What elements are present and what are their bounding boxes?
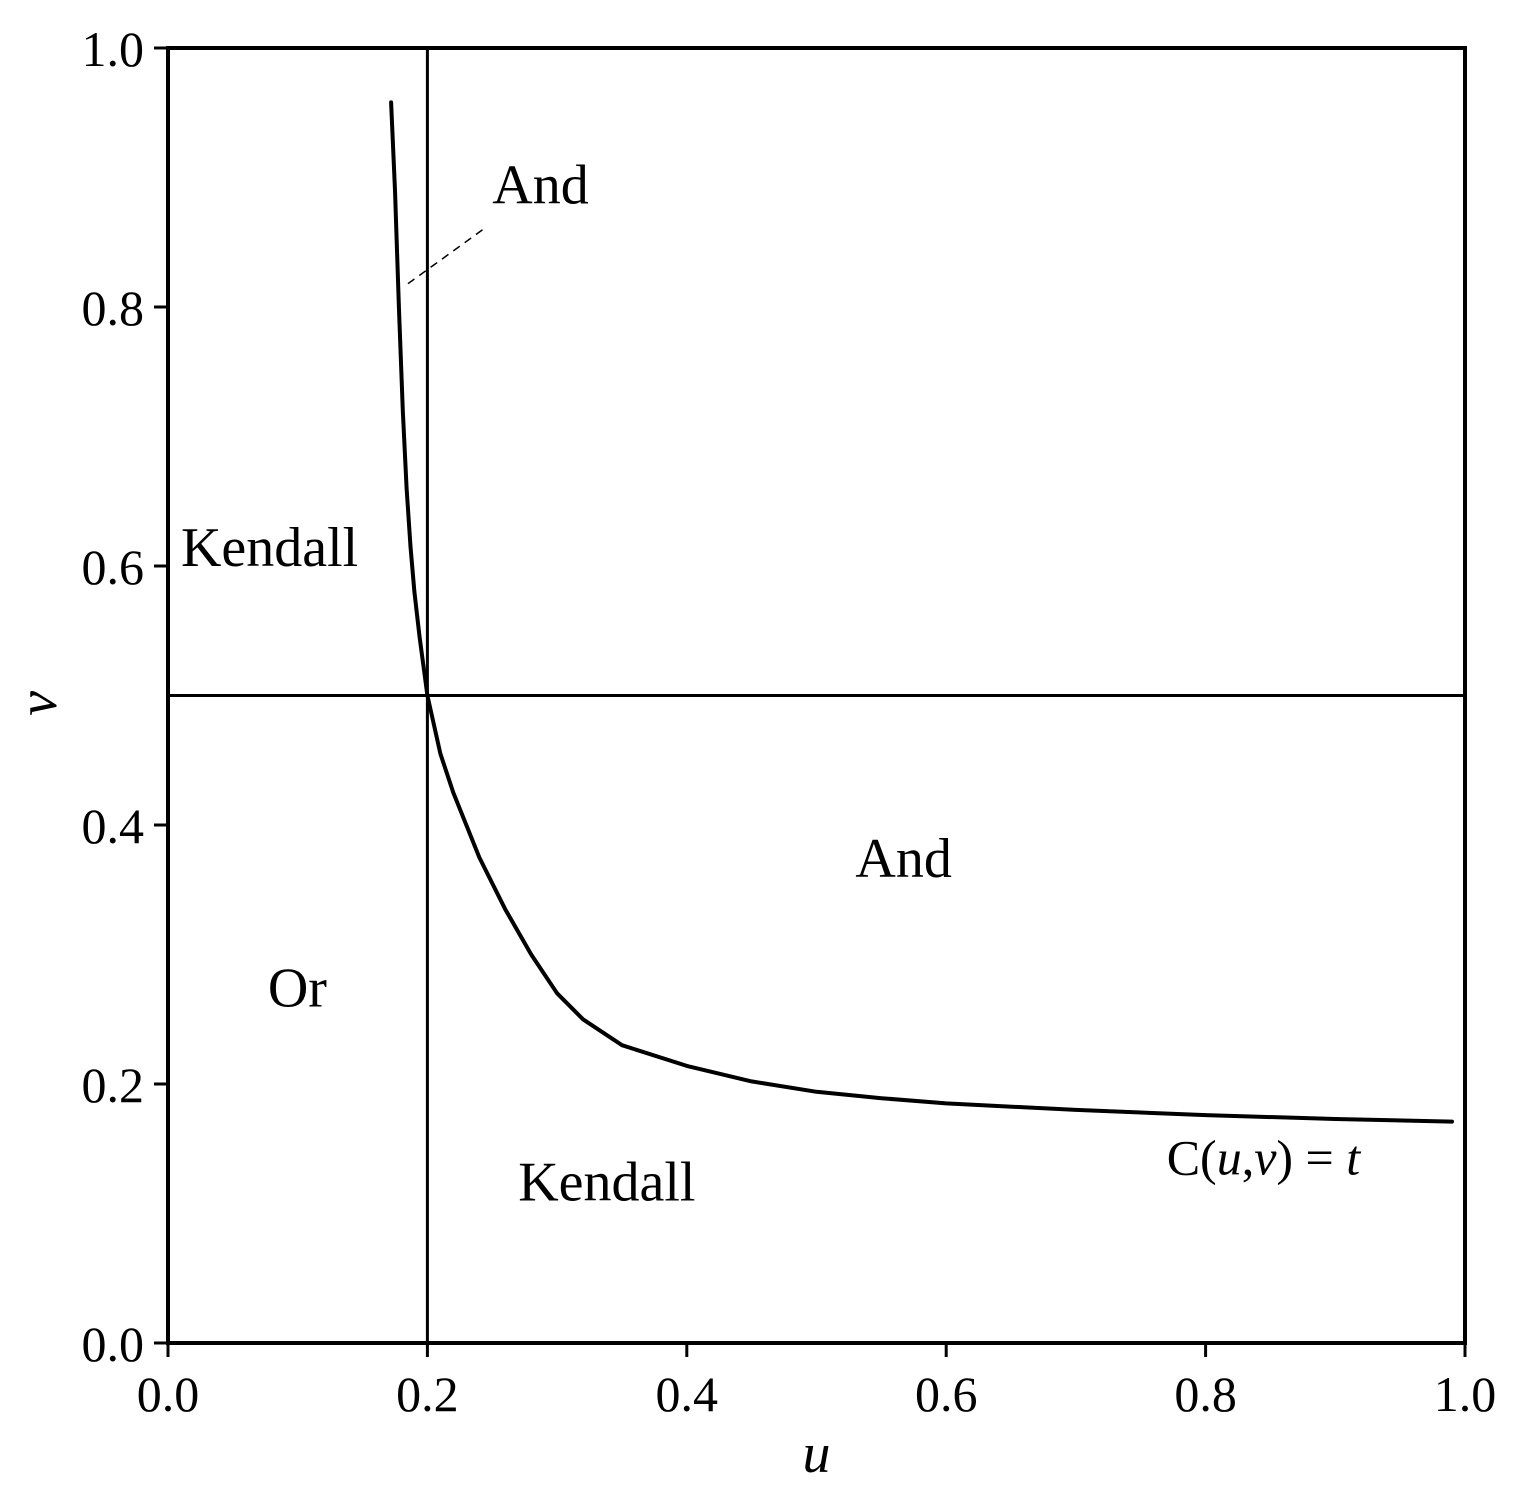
region-label-kendall-lower: Kendall <box>518 1152 695 1214</box>
curve-label-mid: ) = <box>1276 1130 1346 1186</box>
curve-label-t: t <box>1346 1130 1361 1186</box>
y-tick-label: 0.8 <box>82 280 145 336</box>
curve-label-v: v <box>1254 1130 1277 1186</box>
curve-label-sep: , <box>1242 1130 1255 1186</box>
y-tick-label: 0.2 <box>82 1057 145 1113</box>
level-curve-line <box>389 100 1454 1124</box>
y-tick-label: 0.4 <box>82 798 145 854</box>
x-tick-label: 0.2 <box>396 1366 459 1422</box>
x-tick-label: 1.0 <box>1434 1366 1497 1422</box>
region-label-kendall-upper: Kendall <box>181 517 358 579</box>
curve-label-prefix: C( <box>1167 1130 1217 1186</box>
y-tick-label: 0.6 <box>82 539 145 595</box>
y-tick-label: 0.0 <box>82 1316 145 1372</box>
y-tick-label: 1.0 <box>82 21 145 77</box>
x-tick-label: 0.0 <box>137 1366 200 1422</box>
leader-line-dashed <box>407 228 484 285</box>
x-tick-label: 0.8 <box>1174 1366 1237 1422</box>
region-label-and-lower: And <box>855 828 951 890</box>
curve-label: C(u,v) = t <box>1167 1130 1362 1186</box>
region-label-and-upper: And <box>492 154 588 216</box>
x-axis-title: u <box>803 1423 831 1485</box>
x-axis-ticks: 0.0 0.2 0.4 0.6 0.8 1.0 <box>137 1343 1497 1422</box>
region-label-or: Or <box>268 957 327 1019</box>
curve-label-u: u <box>1217 1130 1242 1186</box>
x-tick-label: 0.4 <box>656 1366 719 1422</box>
y-axis-ticks: 0.0 0.2 0.4 0.6 0.8 1.0 <box>82 21 168 1372</box>
y-axis-title: v <box>7 691 69 716</box>
x-tick-label: 0.6 <box>915 1366 978 1422</box>
